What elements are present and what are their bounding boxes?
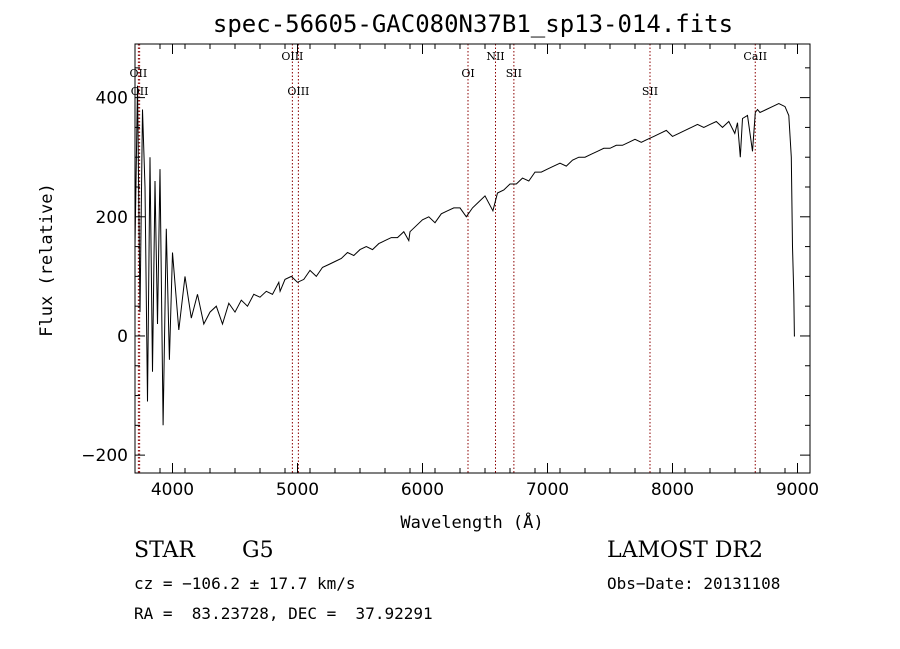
axis-ticks: 4000 5000 6000 7000 8000 9000 −200 0 200 400 (81, 44, 819, 500)
line-label-0: OII (130, 67, 148, 80)
x-axis-label: Wavelength (Å) (400, 511, 543, 533)
y-axis-label: Flux (relative) (37, 183, 57, 337)
plot-frame (134, 43, 811, 474)
x-tick-label-2: 6000 (401, 480, 444, 500)
spectrum-series-line (134, 85, 795, 426)
x-tick-label-4: 8000 (651, 480, 694, 500)
x-tick-label-1: 5000 (276, 480, 319, 500)
line-label-8: CaII (743, 50, 767, 63)
chart-title: spec-56605-GAC080N37B1_sp13-014.fits (213, 10, 733, 38)
survey-name: LAMOST DR2 (607, 538, 763, 563)
line-label-2: OIII (281, 50, 303, 63)
x-tick-label-0: 4000 (151, 480, 194, 500)
spectral-subclass: G5 (242, 538, 274, 563)
line-label-1: OII (131, 85, 149, 98)
observation-date: Obs−Date: 20131108 (607, 574, 781, 593)
redshift-value: cz = −106.2 ± 17.7 km/s (134, 574, 356, 593)
y-tick-label-2: 200 (96, 208, 128, 228)
line-label-6: SII (506, 67, 522, 80)
y-tick-label-3: 400 (96, 89, 128, 109)
sky-coordinates: RA = 83.23728, DEC = 37.92291 (134, 604, 433, 623)
y-tick-label-0: −200 (81, 446, 128, 466)
line-label-3: OIII (287, 85, 309, 98)
x-tick-label-5: 9000 (776, 480, 819, 500)
line-label-7: SII (642, 85, 658, 98)
object-class: STAR (134, 538, 195, 563)
x-tick-label-3: 7000 (526, 480, 569, 500)
line-label-4: OI (461, 67, 474, 80)
line-label-5: NII (486, 50, 504, 63)
y-tick-label-1: 0 (117, 327, 128, 347)
